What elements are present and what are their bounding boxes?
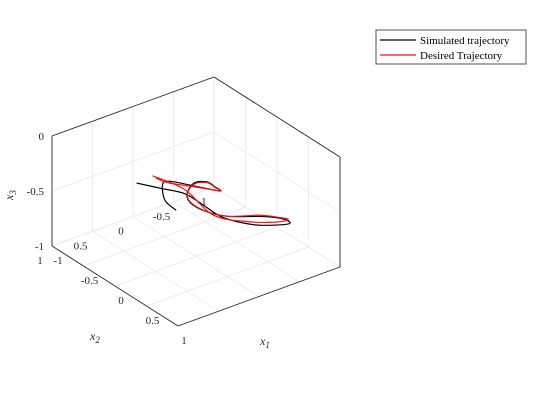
legend-box [375, 29, 527, 65]
x-axis-label: x1 [259, 334, 270, 350]
axis-edge-x1 [51, 245, 179, 327]
grid-floor-y [173, 201, 300, 283]
legend: Simulated trajectory Desired Trajectory [375, 29, 527, 65]
grid-floor-y [92, 230, 219, 312]
y-tick-label: 1 [37, 255, 43, 267]
tick-labels: -1 -0.5 0 0.5 1 -1 -0.5 0 0.5 1 -1 -0.5 0 [27, 131, 207, 347]
axis-edge-top-left [51, 76, 215, 137]
x-tick-label: -0.5 [81, 275, 99, 287]
axes-box [51, 76, 341, 327]
x-tick-label: -1 [53, 255, 62, 267]
grid-lines [51, 76, 341, 327]
legend-label-simulated: Simulated trajectory [420, 35, 510, 47]
series-layer [136, 175, 291, 226]
z-tick-label: -1 [35, 241, 44, 253]
x-tick-label: 1 [181, 335, 187, 347]
series-line-desired [152, 175, 289, 224]
y-tick-label: -1 [197, 196, 206, 208]
z-tick-label: 0 [39, 131, 45, 143]
z-tick-label: -0.5 [27, 186, 45, 198]
grid-wall-z2 [51, 131, 215, 192]
grid-wall-z [213, 186, 341, 268]
y-axis-label: x2 [89, 329, 100, 345]
y-tick-label: 0.5 [74, 240, 88, 252]
x-tick-label: 0 [118, 295, 124, 307]
legend-label-desired: Desired Trajectory [420, 50, 503, 62]
axis-edge-top-back [213, 76, 341, 158]
axis-edge-x2 [177, 266, 341, 327]
grid-wall-z [213, 131, 341, 213]
x-tick-label: 0.5 [146, 315, 160, 327]
y-tick-label: -0.5 [153, 211, 171, 223]
grid-floor-y [132, 216, 260, 297]
z-axis-label: x3 [2, 190, 18, 201]
y-tick-label: 0 [118, 226, 124, 238]
